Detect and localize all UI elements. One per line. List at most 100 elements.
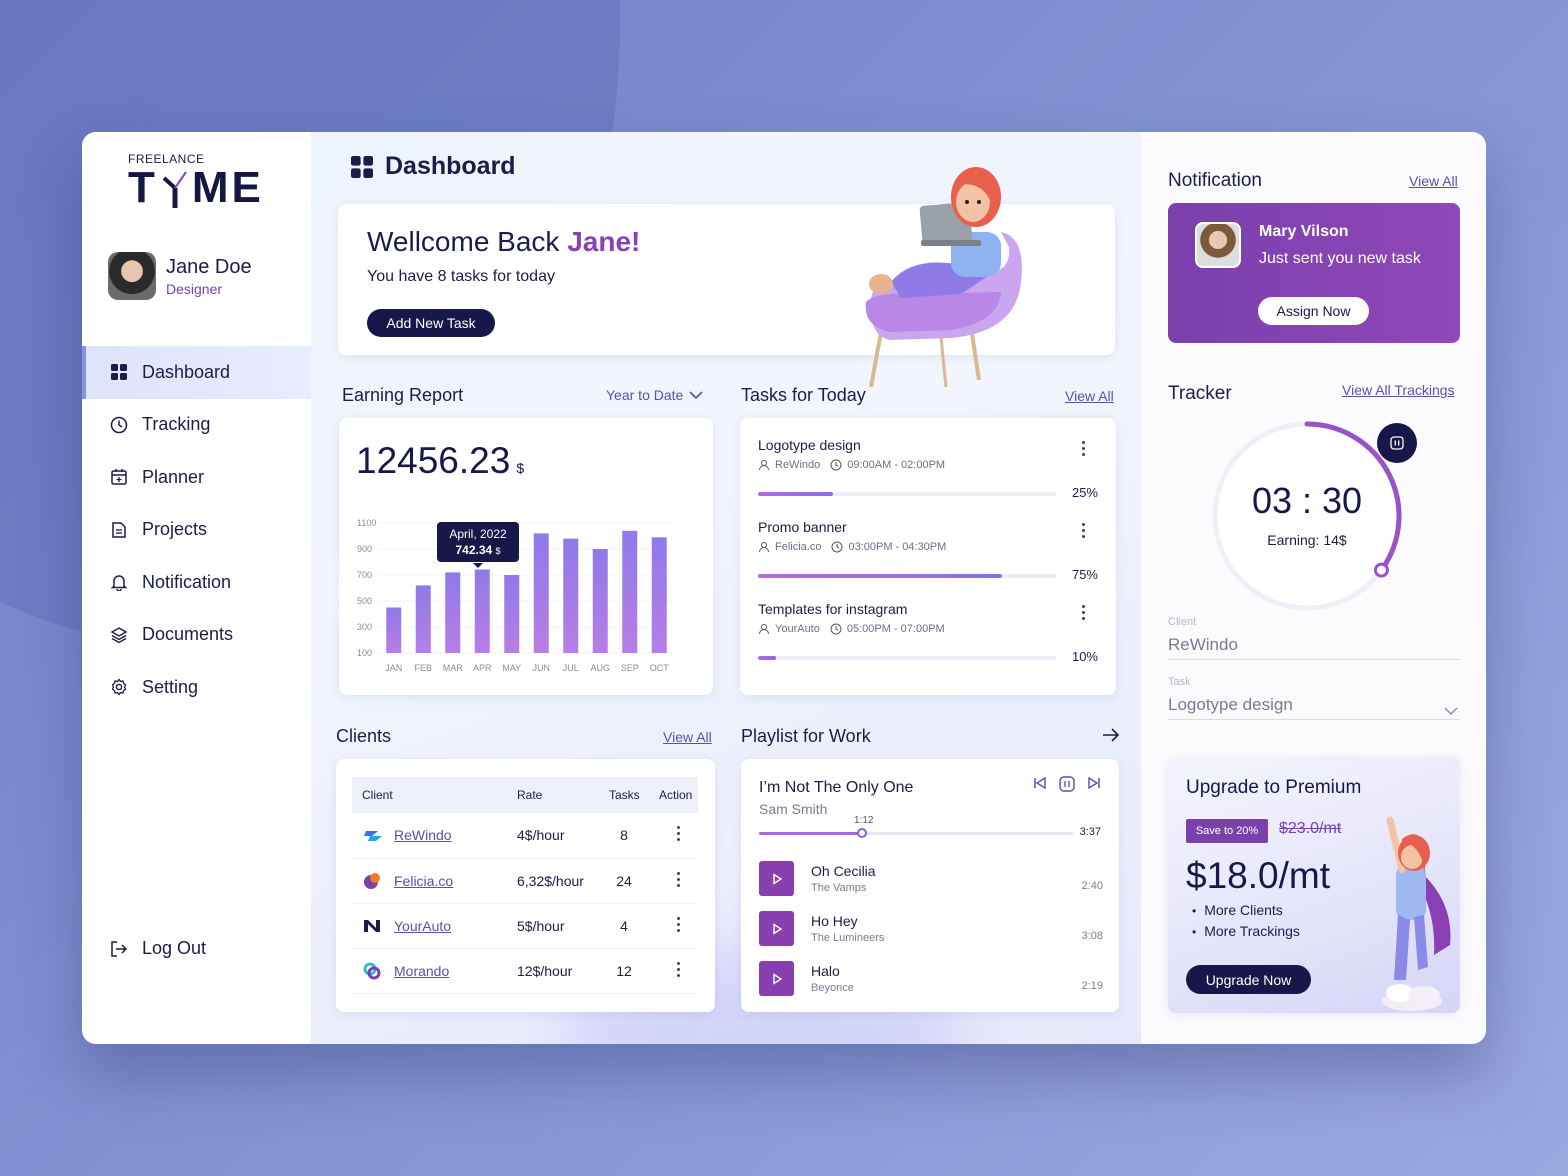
playlist-track[interactable]: Oh Cecilia The Vamps 2:40 bbox=[759, 861, 1103, 897]
client-rate: 6,32$/hour bbox=[507, 858, 599, 904]
earning-total-value: 12456.23 bbox=[356, 440, 511, 481]
x-tick-label: MAY bbox=[502, 663, 521, 673]
playback-progress-slider[interactable] bbox=[759, 828, 1073, 838]
track-duration: 2:40 bbox=[1081, 880, 1103, 892]
pause-icon bbox=[1390, 436, 1404, 450]
track-duration: 3:08 bbox=[1081, 930, 1103, 942]
play-icon[interactable] bbox=[759, 961, 794, 996]
bar-may[interactable] bbox=[504, 575, 520, 653]
welcome-subtitle: You have 8 tasks for today bbox=[367, 268, 555, 285]
task-item[interactable]: Promo banner Felicia.co 03:00PM - 04:30P… bbox=[758, 519, 1098, 582]
calendar-icon bbox=[110, 468, 128, 486]
tasks-view-all-link[interactable]: View All bbox=[1065, 388, 1114, 404]
task-select[interactable]: Logotype design bbox=[1168, 695, 1460, 720]
sidebar-item-notification[interactable]: Notification bbox=[82, 556, 311, 609]
sidebar-item-label: Planner bbox=[142, 466, 205, 487]
more-options-icon[interactable] bbox=[676, 826, 681, 842]
year-to-date-dropdown[interactable]: Year to Date bbox=[606, 387, 703, 403]
avatar bbox=[1195, 222, 1241, 268]
more-options-icon[interactable] bbox=[676, 961, 681, 977]
woman-in-chair-illustration bbox=[865, 167, 1022, 387]
table-row[interactable]: Felicia.co 6,32$/hour 24 bbox=[352, 858, 698, 904]
track-duration: 2:19 bbox=[1081, 980, 1103, 992]
assign-now-button[interactable]: Assign Now bbox=[1258, 297, 1369, 325]
bar-mar[interactable] bbox=[445, 572, 461, 653]
task-title: Templates for instagram bbox=[758, 601, 908, 617]
client-name-link[interactable]: ReWindo bbox=[394, 827, 452, 844]
view-all-trackings-link[interactable]: View All Trackings bbox=[1342, 382, 1455, 398]
save-badge: Save to 20% bbox=[1186, 819, 1268, 843]
skip-forward-icon[interactable] bbox=[1087, 776, 1101, 797]
brand-logo[interactable]: FREELANCE T ME bbox=[128, 152, 264, 210]
pause-timer-button[interactable] bbox=[1377, 423, 1417, 463]
pause-icon[interactable] bbox=[1059, 776, 1075, 797]
track-title: Halo bbox=[811, 963, 840, 979]
earning-report-title: Earning Report bbox=[342, 385, 464, 405]
bar-sep[interactable] bbox=[622, 530, 638, 653]
client-tasks: 4 bbox=[599, 903, 649, 949]
arrow-right-icon[interactable] bbox=[1102, 728, 1120, 747]
table-row[interactable]: YourAuto 5$/hour 4 bbox=[352, 903, 698, 949]
client-tasks: 12 bbox=[599, 948, 649, 994]
timer-earning: Earning: 14$ bbox=[1267, 532, 1347, 548]
skip-back-icon[interactable] bbox=[1033, 776, 1047, 797]
more-options-icon[interactable] bbox=[1082, 441, 1086, 459]
logout-button[interactable]: Log Out bbox=[110, 938, 206, 959]
brand-letter-t: T bbox=[128, 163, 158, 212]
task-item[interactable]: Logotype design ReWindo 09:00AM - 02:00P… bbox=[758, 437, 1098, 500]
logout-label: Log Out bbox=[142, 938, 207, 958]
task-progress-bar bbox=[758, 574, 1056, 578]
client-tasks: 8 bbox=[599, 813, 649, 859]
add-new-task-button[interactable]: Add New Task bbox=[367, 309, 495, 337]
x-tick-label: JUN bbox=[533, 663, 551, 673]
x-tick-label: APR bbox=[473, 663, 492, 673]
playlist-track[interactable]: Halo Beyonce 2:19 bbox=[759, 961, 1103, 997]
current-time: 1:12 bbox=[854, 815, 874, 826]
superhero-girl-illustration bbox=[1382, 816, 1451, 1011]
clients-view-all-link[interactable]: View All bbox=[663, 729, 712, 745]
more-options-icon[interactable] bbox=[676, 871, 681, 887]
clients-card: Client Rate Tasks Action ReWindo 4$/hour… bbox=[336, 759, 715, 1012]
client-tasks: 24 bbox=[599, 858, 649, 904]
notification-sender: Mary Vilson bbox=[1259, 223, 1349, 240]
bar-jun[interactable] bbox=[533, 533, 549, 653]
play-icon[interactable] bbox=[759, 911, 794, 946]
bar-oct[interactable] bbox=[651, 537, 667, 653]
bar-apr[interactable] bbox=[474, 569, 490, 653]
client-name-link[interactable]: Morando bbox=[394, 962, 450, 979]
sidebar-item-documents[interactable]: Documents bbox=[82, 609, 311, 662]
bar-jan[interactable] bbox=[386, 607, 402, 654]
more-options-icon[interactable] bbox=[1082, 523, 1086, 541]
welcome-heading: Wellcome Back Jane! bbox=[367, 226, 640, 258]
client-field[interactable]: ReWindo bbox=[1168, 635, 1460, 660]
track-artist: Beyonce bbox=[811, 982, 854, 994]
sidebar-item-tracking[interactable]: Tracking bbox=[82, 399, 311, 452]
task-item[interactable]: Templates for instagram YourAuto 05:00PM… bbox=[758, 601, 1098, 664]
bar-jul[interactable] bbox=[563, 538, 579, 653]
table-row[interactable]: ReWindo 4$/hour 8 bbox=[352, 813, 698, 859]
welcome-user-name: Jane! bbox=[567, 226, 641, 257]
client-name-link[interactable]: YourAuto bbox=[394, 917, 452, 934]
table-row[interactable]: Morando 12$/hour 12 bbox=[352, 948, 698, 994]
play-icon[interactable] bbox=[759, 861, 794, 896]
more-options-icon[interactable] bbox=[676, 916, 681, 932]
tracker-title: Tracker bbox=[1168, 383, 1232, 404]
notification-view-all-link[interactable]: View All bbox=[1409, 173, 1458, 189]
tasks-card: Logotype design ReWindo 09:00AM - 02:00P… bbox=[740, 418, 1116, 695]
sidebar-item-projects[interactable]: Projects bbox=[82, 504, 311, 557]
new-price: $18.0/mt bbox=[1186, 855, 1330, 896]
playlist-track[interactable]: Ho Hey The Lumineers 3:08 bbox=[759, 911, 1103, 947]
upgrade-now-button[interactable]: Upgrade Now bbox=[1186, 965, 1311, 994]
tooltip-value: 742.34 $ bbox=[455, 543, 501, 557]
more-options-icon[interactable] bbox=[1082, 605, 1086, 623]
task-meta: YourAuto 05:00PM - 07:00PM bbox=[758, 623, 1098, 635]
user-profile[interactable]: Jane Doe Designer bbox=[108, 252, 252, 300]
bar-aug[interactable] bbox=[592, 549, 608, 653]
client-name-link[interactable]: Felicia.co bbox=[394, 872, 454, 889]
grid-icon bbox=[351, 155, 373, 178]
bar-feb[interactable] bbox=[415, 585, 431, 653]
progress-handle[interactable] bbox=[857, 828, 867, 838]
sidebar-item-planner[interactable]: Planner bbox=[82, 451, 311, 504]
sidebar-item-dashboard[interactable]: Dashboard bbox=[82, 346, 311, 399]
sidebar-item-setting[interactable]: Setting bbox=[82, 661, 311, 714]
